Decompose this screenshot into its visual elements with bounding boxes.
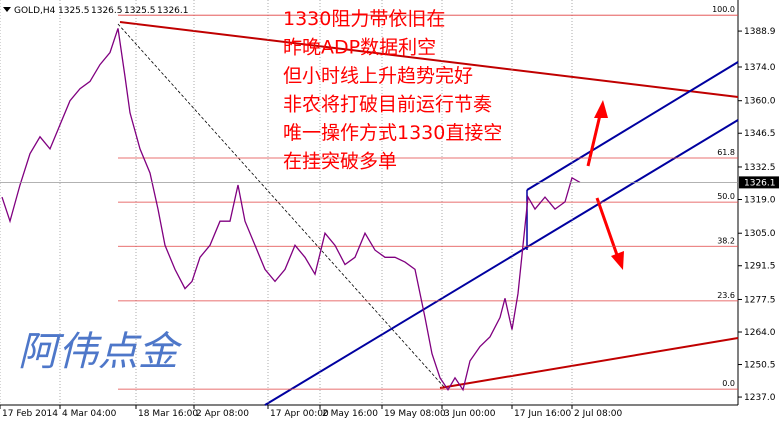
channel-lower — [264, 119, 739, 406]
y-tick-label: 1237.0 — [744, 393, 776, 403]
current-price-label: 1326.1 — [744, 178, 776, 188]
fib-label: 61.8 — [717, 148, 735, 157]
fib-label: 38.2 — [717, 236, 735, 245]
y-tick-label: 1250.5 — [744, 361, 776, 371]
y-tick-label: 1305.0 — [744, 229, 776, 239]
quote-low: 1325.5 — [124, 6, 156, 16]
watermark: 阿伟点金 — [18, 329, 183, 375]
arrow-down — [595, 197, 619, 256]
price-line — [1, 28, 581, 392]
annotation: 在挂突破多单 — [283, 151, 397, 173]
y-tick-label: 1319.0 — [744, 195, 776, 205]
arrow-up-head — [594, 100, 608, 118]
fib-label: 100.0 — [712, 5, 735, 14]
x-tick-label: 17 Apr 00:00 — [270, 409, 329, 419]
y-tick-label: 1264.0 — [744, 328, 776, 338]
fib-label: 0.0 — [722, 379, 735, 388]
annotation: 但小时线上升趋势完好 — [283, 65, 473, 87]
y-tick-label: 1360.0 — [744, 97, 776, 107]
x-tick-label: 4 Mar 04:00 — [62, 409, 117, 419]
x-tick-label: 2 May 16:00 — [322, 409, 378, 419]
x-tick-label: 18 Mar 16:00 — [138, 409, 198, 419]
y-tick-label: 1374.0 — [744, 63, 776, 73]
y-tick-label: 1277.5 — [744, 295, 776, 305]
x-tick-label: 3 Jun 00:00 — [444, 409, 496, 419]
annotation: 唯一操作方式1330直接空 — [283, 122, 502, 144]
annotation: 昨晚ADP数据利空 — [283, 37, 436, 59]
quote-close: 1326.1 — [157, 6, 189, 16]
y-tick-label: 1388.9 — [744, 27, 776, 37]
arrow-down-head — [611, 251, 624, 270]
annotation: 1330阻力带依旧在 — [283, 8, 445, 30]
y-tick-label: 1346.5 — [744, 129, 776, 139]
x-tick-label: 2 Apr 08:00 — [196, 409, 249, 419]
y-tick-label: 1332.5 — [744, 163, 776, 173]
fib-label: 50.0 — [717, 192, 735, 201]
header-icon — [3, 7, 11, 12]
quote-high: 1326.5 — [91, 6, 123, 16]
y-tick-label: 1291.5 — [744, 262, 776, 272]
x-tick-label: 17 Jun 16:00 — [514, 409, 571, 419]
channel-upper — [526, 61, 739, 191]
x-tick-label: 19 May 08:00 — [384, 409, 446, 419]
symbol: GOLD,H4 — [14, 6, 56, 16]
x-tick-label: 17 Feb 2014 — [2, 409, 58, 419]
fib-label: 23.6 — [717, 291, 735, 300]
dashed-trend — [117, 23, 446, 389]
resistance-line — [119, 21, 739, 98]
current-price-box — [739, 176, 779, 189]
arrow-up — [586, 114, 602, 167]
quote-open: 1325.5 — [58, 6, 90, 16]
x-tick-label: 2 Jul 08:00 — [574, 409, 623, 419]
annotation: 非农将打破目前运行节奏 — [283, 94, 492, 116]
support-line — [439, 337, 739, 389]
